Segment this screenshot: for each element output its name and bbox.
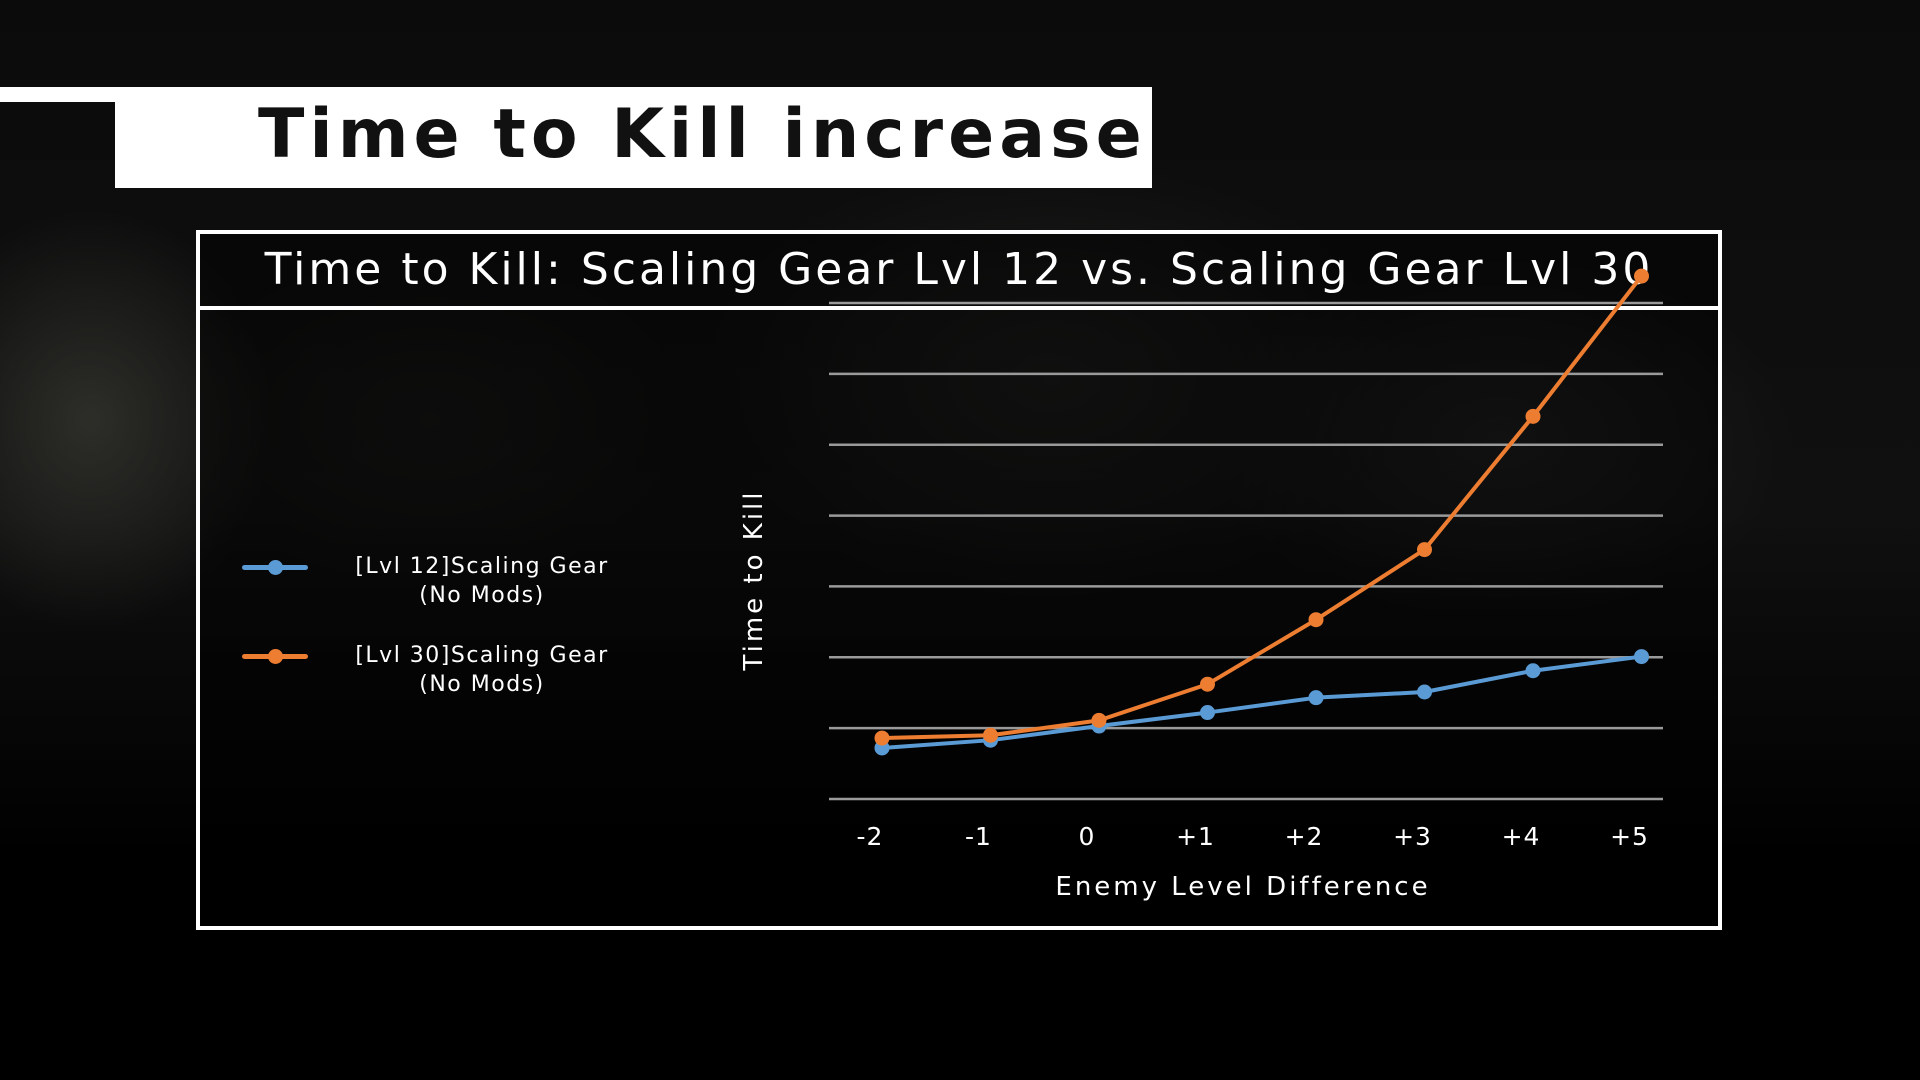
legend-label-lvl30: [Lvl 30]Scaling Gear (No Mods) <box>352 641 612 699</box>
y-axis-label: Time to Kill <box>739 490 769 672</box>
legend-label-lvl12-line2: (No Mods) <box>419 583 545 608</box>
x-tick-label: +5 <box>1610 822 1649 851</box>
x-tick-label: +2 <box>1285 822 1324 851</box>
x-tick-label: +3 <box>1393 822 1432 851</box>
legend-swatch-lvl30 <box>240 649 310 664</box>
x-axis-label: Enemy Level Difference <box>1055 872 1430 902</box>
gridlines <box>829 301 1663 801</box>
legend-swatch-lvl12 <box>240 560 310 575</box>
chart-panel: Time to Kill: Scaling Gear Lvl 12 vs. Sc… <box>196 230 1722 930</box>
title-banner <box>115 87 1152 188</box>
data-point <box>1634 649 1649 665</box>
x-tick-label: 0 <box>1079 822 1096 851</box>
data-point <box>1308 690 1324 706</box>
data-point <box>1091 712 1107 728</box>
x-tick-label: +1 <box>1176 822 1215 851</box>
chart-title: Time to Kill: Scaling Gear Lvl 12 vs. Sc… <box>264 244 1654 295</box>
legend-marker-lvl12 <box>268 560 283 575</box>
data-point <box>1417 684 1432 700</box>
line-chart: -2 -1 0 +1 +2 +3 +4 +5 Enemy Level Difference T… <box>739 268 1663 902</box>
series-line <box>881 274 1644 741</box>
data-point <box>1308 612 1324 628</box>
series-line <box>881 654 1642 750</box>
title-accent-strip <box>0 87 115 102</box>
legend-label-lvl12: [Lvl 12]Scaling Gear (No Mods) <box>352 552 612 610</box>
data-point <box>1200 705 1215 721</box>
page-title: Time to Kill increase <box>258 95 1147 174</box>
data-point <box>983 727 998 743</box>
data-point <box>874 730 890 746</box>
x-tick-labels: -2 -1 0 +1 +2 +3 +4 +5 <box>857 822 1649 851</box>
data-point <box>1525 408 1541 424</box>
x-tick-label: +4 <box>1502 822 1541 851</box>
series-lvl30 <box>874 268 1649 746</box>
legend-label-lvl12-line1: [Lvl 12]Scaling Gear <box>355 554 609 579</box>
series-layer <box>874 268 1649 756</box>
data-point <box>1525 663 1541 679</box>
legend-label-lvl30-line1: [Lvl 30]Scaling Gear <box>355 643 609 668</box>
x-tick-label: -1 <box>965 822 992 851</box>
chart-title-row: Time to Kill: Scaling Gear Lvl 12 vs. Sc… <box>200 234 1718 310</box>
legend-label-lvl30-line2: (No Mods) <box>419 672 545 697</box>
data-point <box>1200 676 1215 692</box>
data-point <box>1417 542 1432 558</box>
legend-marker-lvl30 <box>268 649 283 664</box>
data-point <box>1634 268 1649 284</box>
chart-legend: [Lvl 12]Scaling Gear (No Mods) [Lvl 30]S… <box>240 552 840 730</box>
legend-item-lvl12: [Lvl 12]Scaling Gear (No Mods) <box>240 552 840 622</box>
legend-item-lvl30: [Lvl 30]Scaling Gear (No Mods) <box>240 641 840 711</box>
x-tick-label: -2 <box>857 822 884 851</box>
